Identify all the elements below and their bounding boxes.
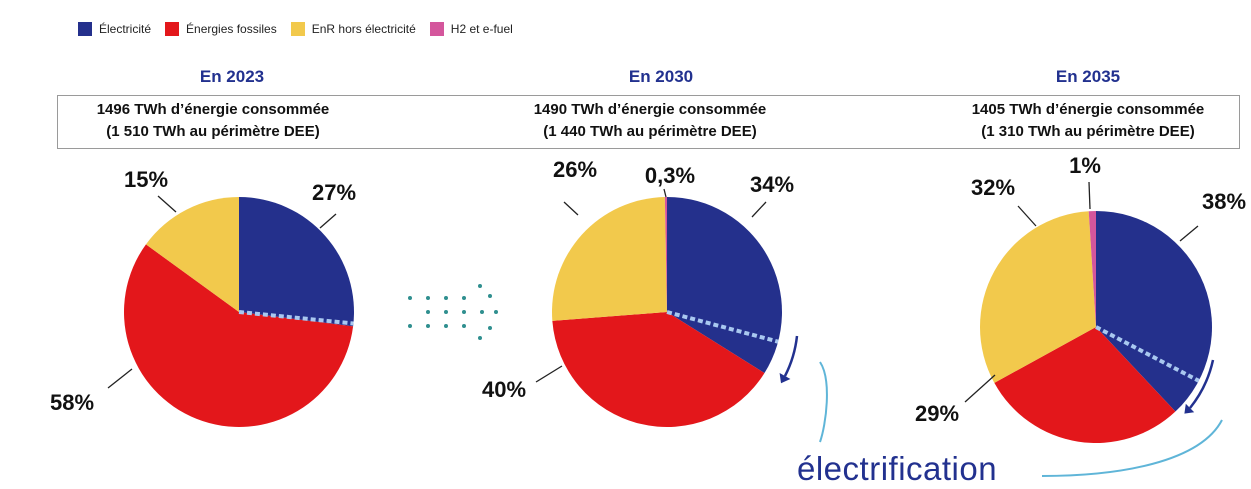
legend-label-electricite: Électricité [99,22,152,36]
label-leader-line [751,201,767,218]
pie-slice [1088,211,1096,327]
slice-label: 34% [750,172,794,197]
electrification-arrow [783,335,799,377]
electrification-share-line [238,310,354,326]
pie-slice [980,211,1096,383]
pie-slice [145,197,239,312]
transition-dot [444,324,448,328]
legend-item-fossiles: Énergies fossiles [165,22,277,36]
pie-en-2023: 27% 58% 15% [50,167,356,428]
pie-en-2030: 34% 40% 26% 0,3% [482,157,794,427]
pie-slice [239,197,355,327]
transition-dot [480,310,484,314]
legend-swatch-enr [290,22,305,36]
legend-item-electricite: Électricité [78,22,151,36]
transition-dot [408,324,412,328]
pie-slice [552,197,667,321]
consumption-2035: 1405 TWh d’énergie consommée (1 310 TWh … [938,99,1238,143]
electrification-arrowhead [1184,403,1195,414]
slice-label: 40% [482,377,526,402]
transition-dot [426,296,430,300]
chart-title-2030: En 2030 [628,67,694,86]
chart-title-2023: En 2023 [199,67,265,86]
label-leader-line [1179,225,1199,242]
pie-slice [1096,211,1212,412]
slice-label: 29% [915,401,959,426]
transition-dot [478,336,482,340]
transition-dot [488,326,492,330]
consumption-2035-line2: (1 310 TWh au périmètre DEE) [981,123,1195,140]
slice-label: 0,3% [645,163,695,188]
legend-label-h2: H2 et e-fuel [450,22,513,36]
legend-label-enr: EnR hors électricité [311,22,416,36]
legend-item-enr: EnR hors électricité [290,22,416,36]
transition-dot [444,296,448,300]
legend: Électricité Énergies fossiles EnR hors é… [78,22,513,36]
pie-slice [667,197,782,373]
slice-label: 27% [312,180,356,205]
transition-dot [462,310,466,314]
electrification-share-line [1095,325,1200,383]
pie-slice [664,197,667,312]
transition-dot [462,296,466,300]
label-leader-line [1017,205,1037,227]
transition-dot [494,310,498,314]
electrification-share-line [666,310,779,344]
legend-swatch-fossiles [165,22,180,36]
legend-swatch-electricite [78,22,92,36]
pie-en-2035: 38% 29% 32% 1% [915,153,1246,444]
consumption-2023-line1: 1496 TWh d’énergie consommée [96,101,330,118]
pie-slice [552,312,765,427]
transition-dot [408,296,412,300]
label-leader-line [1088,181,1091,210]
electrification-connector [819,361,828,443]
consumption-2023-line2: (1 510 TWh au périmètre DEE) [106,123,320,140]
consumption-2030: 1490 TWh d’énergie consommée (1 440 TWh … [500,99,800,143]
transition-dot [462,324,466,328]
transition-arrow-dots [408,284,498,340]
electrification-connector-right [1041,419,1223,477]
pie-slice [123,244,354,428]
transition-dot [426,310,430,314]
pie-slice [994,327,1176,444]
slice-label: 26% [553,157,597,182]
legend-swatch-h2 [429,22,444,36]
label-leader-line [563,201,579,216]
consumption-2023: 1496 TWh d’énergie consommée (1 510 TWh … [63,99,363,143]
electrification-arrowhead [779,373,791,384]
transition-dot [444,310,448,314]
transition-dot [488,294,492,298]
label-leader-line [319,213,337,229]
chart-title-2035: En 2035 [1055,67,1121,86]
slice-label: 32% [971,175,1015,200]
slice-label: 58% [50,390,94,415]
electrification-arrow [1189,359,1215,409]
consumption-2035-line1: 1405 TWh d’énergie consommée [971,101,1205,118]
consumption-2030-line2: (1 440 TWh au périmètre DEE) [543,123,757,140]
label-leader-line [107,368,133,389]
transition-dot [478,284,482,288]
label-leader-line [535,365,563,383]
legend-label-fossiles: Énergies fossiles [186,22,277,36]
label-leader-line [663,188,667,198]
consumption-2030-line1: 1490 TWh d’énergie consommée [533,101,767,118]
consumption-box [57,95,1240,149]
label-leader-line [964,374,996,403]
legend-item-h2: H2 et e-fuel [429,22,513,36]
slice-label: 1% [1069,153,1101,178]
electrification-label: électrification [797,450,997,487]
transition-dot [426,324,430,328]
slice-label: 15% [124,167,168,192]
label-leader-line [157,195,177,213]
slice-label: 38% [1202,189,1246,214]
